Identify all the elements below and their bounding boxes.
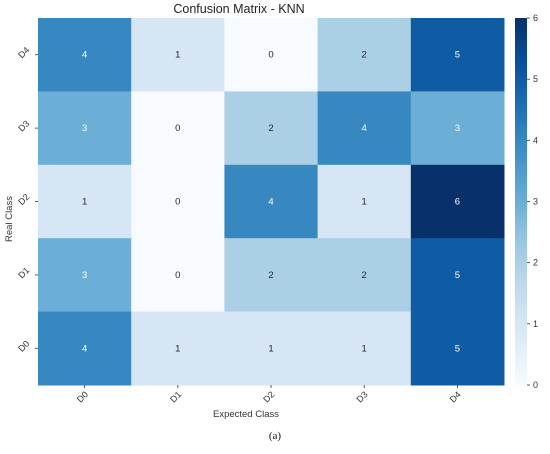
cell-value-label: 1 (175, 343, 180, 354)
heatmap-cell (131, 238, 225, 313)
heatmap-cell (410, 18, 505, 92)
colorbar: 0 1 2 3 4 5 6 (515, 13, 538, 390)
y-tick-label: D1 (16, 265, 31, 280)
heatmap-cell (38, 91, 132, 166)
x-tick-label: D4 (448, 389, 463, 404)
heatmap-cell (131, 311, 225, 386)
x-tick-label: D0 (75, 389, 90, 404)
cell-value-label: 4 (82, 343, 87, 354)
cell-value-label: 1 (362, 343, 367, 354)
cell-value-label: 3 (455, 123, 460, 134)
heatmap-cell (410, 238, 505, 313)
colorbar-tick-label: 5 (533, 74, 538, 84)
heatmap-cell (410, 311, 505, 386)
y-tick-label: D2 (16, 192, 31, 207)
cell-value-label: 5 (455, 270, 460, 281)
heatmap-cell (224, 238, 319, 313)
colorbar-tick-label: 4 (533, 135, 538, 145)
heatmap-cell (224, 91, 319, 166)
x-tick-labels: D0 D1 D2 D3 D4 (75, 385, 463, 404)
x-axis-label: Expected Class (213, 409, 279, 420)
y-tick-labels: D4 D3 D2 D1 D0 (16, 45, 38, 354)
heatmap-cell (317, 238, 412, 313)
cell-value-label: 4 (362, 123, 367, 134)
colorbar-tick-label: 1 (533, 319, 538, 329)
y-tick-label: D4 (16, 45, 31, 60)
heatmap-cell (38, 18, 132, 92)
y-tick-label: D3 (16, 118, 31, 133)
colorbar-tick-label: 2 (533, 258, 538, 268)
heatmap-cells: 4 1 0 2 5 3 0 2 4 3 1 0 4 1 6 3 0 2 2 5 4 1 1 1 5 (38, 18, 505, 386)
heatmap-cell (131, 18, 225, 92)
cell-value-label: 3 (82, 270, 87, 281)
cell-value-label: 2 (362, 270, 367, 281)
cell-value-label: 5 (455, 343, 460, 354)
cell-value-label: 1 (82, 197, 87, 208)
cell-value-label: 0 (175, 270, 180, 281)
heatmap-cell (410, 91, 505, 166)
chart-title: Confusion Matrix - KNN (173, 2, 304, 16)
heatmap-cell (38, 311, 132, 386)
heatmap-cell (131, 91, 225, 166)
colorbar-tick-label: 6 (533, 13, 538, 23)
cell-value-label: 2 (362, 50, 367, 61)
y-tick-label: D0 (16, 339, 31, 354)
x-tick-label: D1 (168, 389, 183, 404)
cell-value-label: 0 (175, 123, 180, 134)
heatmap-cell (38, 238, 132, 313)
heatmap-cell (131, 164, 225, 239)
y-axis-label: Real Class (4, 196, 15, 242)
x-tick-label: D3 (354, 389, 369, 404)
heatmap-cell (224, 18, 319, 92)
cell-value-label: 1 (362, 197, 367, 208)
cell-value-label: 0 (268, 50, 273, 61)
heatmap-cell (410, 164, 505, 239)
cell-value-label: 1 (175, 50, 180, 61)
cell-value-label: 1 (268, 343, 273, 354)
heatmap-cell (38, 164, 132, 239)
heatmap-cell (317, 311, 412, 386)
cell-value-label: 0 (175, 197, 180, 208)
cell-value-label: 5 (455, 50, 460, 61)
cell-value-label: 4 (82, 50, 87, 61)
heatmap-cell (317, 18, 412, 92)
heatmap-cell (317, 91, 412, 166)
colorbar-tick-label: 3 (533, 197, 538, 207)
heatmap-cell (317, 164, 412, 239)
cell-value-label: 4 (268, 197, 273, 208)
cell-value-label: 3 (82, 123, 87, 134)
x-tick-label: D2 (261, 389, 276, 404)
heatmap-cell (224, 311, 319, 386)
heatmap-cell (224, 164, 319, 239)
cell-value-label: 6 (455, 197, 460, 208)
cell-value-label: 2 (268, 123, 273, 134)
cell-value-label: 2 (268, 270, 273, 281)
colorbar-tick-label: 0 (533, 380, 538, 390)
figure-caption: (a) (269, 430, 282, 442)
colorbar-gradient (515, 18, 527, 385)
